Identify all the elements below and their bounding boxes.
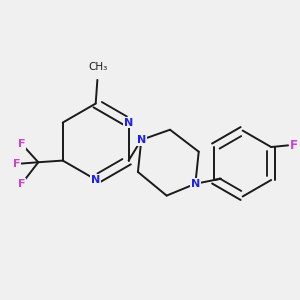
Text: N: N [191, 179, 200, 189]
Text: F: F [18, 179, 25, 189]
Text: F: F [18, 139, 25, 149]
Text: N: N [91, 175, 100, 184]
Text: F: F [290, 139, 298, 152]
Text: CH₃: CH₃ [88, 62, 108, 72]
Text: F: F [13, 159, 20, 169]
Text: N: N [124, 118, 133, 128]
Text: N: N [137, 135, 146, 145]
